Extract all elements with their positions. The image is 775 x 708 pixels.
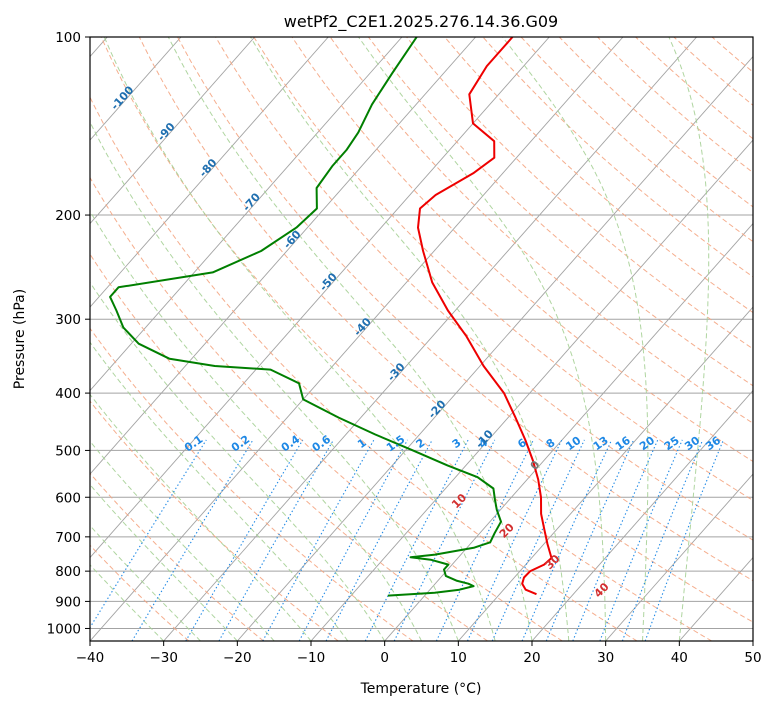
x-tick-label: −30	[149, 650, 178, 666]
x-axis-ticks: −40 −30 −20 −10 0 10 20 30 40 50	[76, 641, 762, 666]
mixing-ratio-line	[262, 439, 375, 641]
chart-title: wetPf2_C2E1.2025.276.14.36.G09	[284, 12, 558, 32]
y-tick-label: 1000	[47, 622, 81, 638]
x-tick-label: −10	[297, 650, 326, 666]
isotherm-line	[531, 389, 753, 641]
mixing-ratio-line	[545, 439, 635, 641]
mixing-ratio-line	[572, 439, 659, 641]
x-tick-label: 0	[380, 650, 389, 666]
mixing-ratio-line	[298, 439, 408, 641]
moist-adiabat-line	[358, 37, 607, 641]
x-tick-label: −40	[76, 650, 105, 666]
moist-adiabat-line	[167, 37, 533, 641]
x-tick-label: 30	[597, 650, 614, 666]
dry-adiabat-line	[90, 253, 488, 641]
moist-adiabat-line	[103, 37, 496, 641]
isotherm-line	[384, 222, 753, 641]
dry-adiabat-line	[253, 37, 753, 501]
isotherm-line	[163, 37, 697, 641]
dry-adiabat-line	[368, 37, 753, 387]
dry-adiabat-line	[138, 37, 753, 623]
dry-adiabat-line	[215, 37, 753, 541]
mixing-ratio-line	[491, 439, 585, 641]
moist-adiabat-line	[90, 440, 275, 641]
moist-adiabat-line	[90, 281, 386, 641]
y-tick-label: 700	[55, 530, 81, 546]
mixing-ratio-line	[521, 439, 613, 641]
dry-adiabat-line	[291, 37, 753, 463]
x-tick-label: 40	[671, 650, 688, 666]
mixing-ratio-line	[599, 439, 683, 641]
y-tick-label: 800	[55, 564, 81, 580]
isotherm-line	[90, 37, 476, 475]
x-tick-label: 10	[450, 650, 467, 666]
isotherm-line	[90, 37, 550, 559]
mixing-ratio-line	[435, 439, 534, 641]
dry-adiabat-line	[90, 400, 339, 641]
x-tick-label: −20	[223, 650, 252, 666]
mixing-ratio-line	[364, 439, 469, 641]
mixing-ratio-line	[218, 439, 334, 641]
moist-adiabat-line	[668, 37, 710, 641]
y-tick-label: 100	[55, 30, 81, 46]
y-axis-ticks: 100 200 300 400 500 600 700 800 900 1000	[47, 30, 90, 638]
moist-adiabat-line	[90, 483, 238, 641]
isotherm-line	[310, 139, 753, 641]
isotherm-line	[236, 55, 753, 641]
y-tick-label: 300	[55, 312, 81, 328]
y-tick-label: 200	[55, 208, 81, 224]
moist-adiabat-line	[90, 210, 422, 641]
dewpoint-profile-line	[109, 37, 502, 597]
series-lines	[109, 37, 553, 597]
y-tick-label: 500	[55, 443, 81, 459]
x-tick-label: 20	[523, 650, 540, 666]
moist-adiabat-line	[90, 121, 459, 641]
y-axis-label: Pressure (hPa)	[12, 289, 28, 389]
plot-frame	[89, 36, 754, 642]
mixing-ratio-line	[393, 439, 496, 641]
moist-adiabat-line	[90, 564, 165, 641]
y-tick-label: 900	[55, 594, 81, 610]
moist-adiabat-line	[502, 37, 649, 641]
moist-adiabat-line	[250, 37, 570, 641]
dry-adiabat-line	[90, 472, 264, 641]
background-lines	[90, 37, 753, 641]
dry-adiabat-line	[177, 37, 753, 582]
moist-adiabat-line	[90, 393, 312, 641]
moist-adiabat-line	[90, 524, 201, 641]
isotherm-line	[90, 37, 255, 225]
x-axis-label: Temperature (°C)	[360, 681, 482, 697]
mixing-ratio-line	[325, 439, 433, 641]
dry-adiabat-line	[406, 37, 753, 350]
y-tick-label: 600	[55, 490, 81, 506]
mixing-ratio-line	[466, 439, 563, 641]
isotherm-line	[605, 473, 753, 641]
mixing-ratio-line	[90, 439, 207, 629]
x-tick-label: 50	[744, 650, 761, 666]
y-tick-label: 400	[55, 386, 81, 402]
dry-adiabat-line	[90, 327, 414, 641]
plot-background	[90, 37, 753, 641]
isotherm-line	[90, 37, 329, 308]
mixing-ratio-line	[185, 439, 304, 641]
dry-adiabat-line	[100, 37, 712, 641]
temperature-profile-line	[417, 37, 553, 596]
isotherm-line	[90, 37, 182, 141]
dry-adiabat-line	[90, 96, 638, 641]
